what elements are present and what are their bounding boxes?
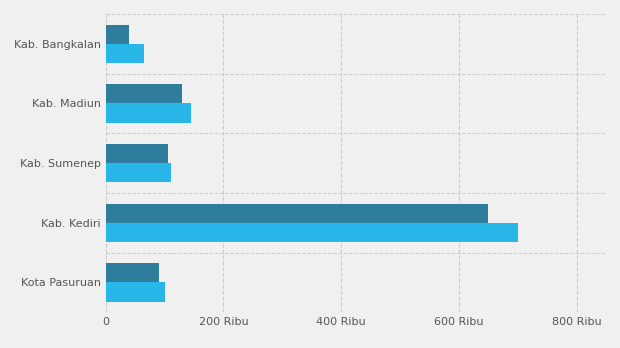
Bar [106, 204, 489, 223]
Bar [106, 283, 165, 302]
Bar [106, 223, 518, 242]
Bar [106, 44, 144, 63]
Bar [106, 263, 159, 283]
Bar [106, 84, 182, 103]
Bar [106, 144, 167, 163]
Bar [106, 163, 170, 182]
Bar [106, 103, 191, 122]
Bar [106, 25, 130, 44]
